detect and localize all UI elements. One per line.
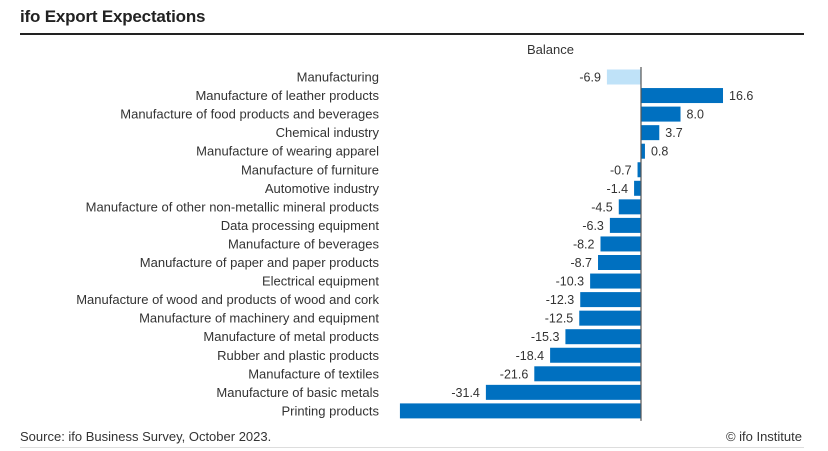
category-label: Manufacture of beverages: [228, 236, 380, 251]
category-label: Electrical equipment: [262, 274, 379, 289]
bar: [600, 236, 641, 252]
bar: [641, 143, 645, 159]
data-label: -15.3: [531, 330, 560, 344]
bar: [641, 106, 681, 122]
bar: [641, 88, 724, 104]
category-label: Manufacture of wood and products of wood…: [76, 292, 379, 307]
data-label: -4.5: [591, 200, 613, 214]
data-label: -12.3: [546, 293, 575, 307]
category-label: Manufacture of wearing apparel: [196, 144, 379, 159]
category-label: Manufacture of other non-metallic minera…: [86, 199, 380, 214]
category-label: Manufacture of leather products: [195, 88, 379, 103]
data-label: 8.0: [687, 108, 704, 122]
data-label: -18.4: [516, 349, 545, 363]
category-label: Manufacture of basic metals: [216, 385, 379, 400]
data-label: 3.7: [665, 126, 682, 140]
data-label: -0.7: [610, 163, 632, 177]
bar: [641, 125, 660, 141]
data-label: -8.2: [573, 237, 595, 251]
bar: [634, 180, 641, 196]
data-label: -6.9: [579, 71, 601, 85]
data-label: -21.6: [500, 367, 529, 381]
data-label: 0.8: [651, 145, 668, 159]
category-label: Manufacture of paper and paper products: [140, 255, 380, 270]
category-label: Manufacture of furniture: [241, 162, 379, 177]
category-label: Manufacturing: [297, 70, 379, 85]
bar: [637, 162, 641, 178]
category-label: Manufacture of metal products: [203, 329, 379, 344]
data-label: -1.4: [607, 182, 629, 196]
category-label: Manufacture of machinery and equipment: [139, 311, 379, 326]
bar: [606, 69, 641, 85]
bar: [590, 273, 641, 289]
bar: [565, 329, 641, 345]
category-label: Automotive industry: [265, 181, 380, 196]
category-label: Data processing equipment: [221, 218, 380, 233]
source-note: Source: ifo Business Survey, October 202…: [20, 429, 272, 444]
bar: [618, 199, 641, 215]
bar: [609, 217, 641, 233]
bar: [534, 366, 641, 382]
category-label: Manufacture of textiles: [248, 366, 379, 381]
bar: [580, 292, 641, 308]
chart-title: ifo Export Expectations: [20, 7, 206, 26]
data-label: -31.4: [451, 386, 480, 400]
title-rule: [20, 33, 804, 35]
data-label: -12.5: [545, 312, 574, 326]
copyright: © ifo Institute: [725, 429, 802, 444]
bar: [579, 310, 641, 326]
data-label: 16.6: [729, 89, 753, 103]
data-label: -10.3: [556, 275, 585, 289]
bar: [399, 403, 641, 419]
category-label: Chemical industry: [276, 125, 380, 140]
category-label: Rubber and plastic products: [217, 348, 379, 363]
bottom-rule: [20, 447, 804, 448]
bar: [550, 347, 641, 363]
data-label: -8.7: [570, 256, 592, 270]
bar: [598, 255, 641, 270]
bar: [485, 384, 641, 400]
axis-title: Balance: [527, 42, 574, 57]
data-label: -6.3: [582, 219, 604, 233]
category-label: Printing products: [281, 403, 379, 418]
category-label: Manufacture of food products and beverag…: [120, 107, 379, 122]
